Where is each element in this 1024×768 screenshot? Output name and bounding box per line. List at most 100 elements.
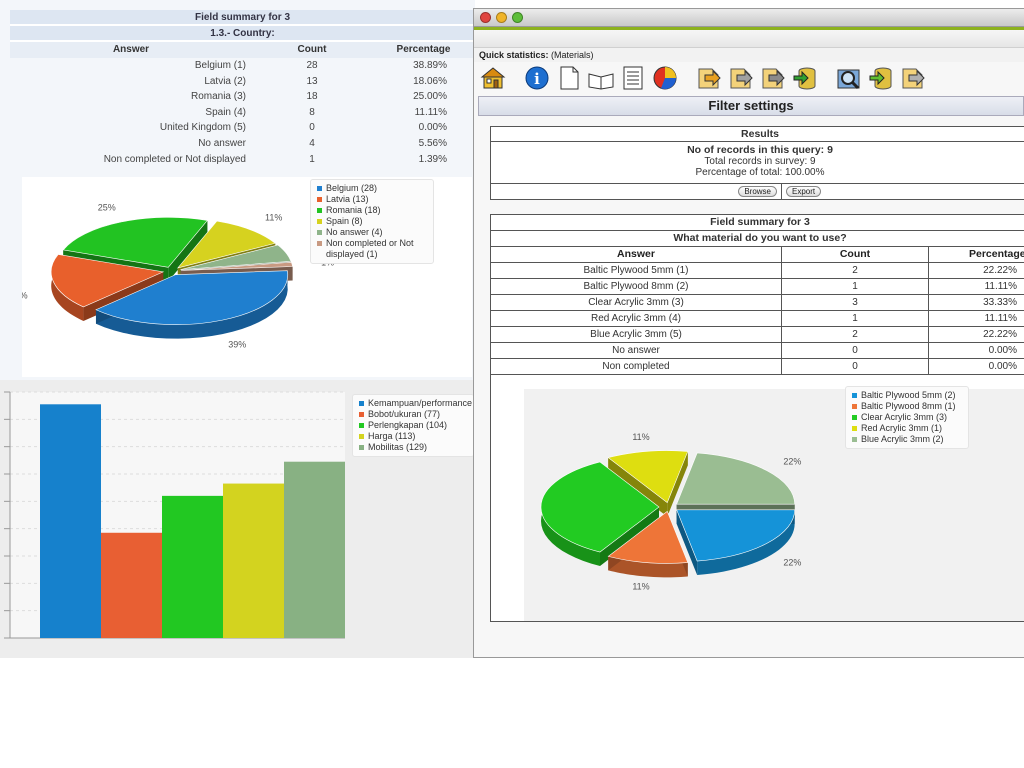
legend-swatch [852,415,857,420]
results-box: Results No of records in this query: 9 T… [490,126,1024,200]
legend-swatch [852,404,857,409]
pie-slice [676,452,795,505]
answer-cell: No answer [491,343,782,358]
table-row: No answer 4 5.56% [10,136,475,152]
legend-item: Belgium (28) [317,183,427,194]
pie-slice-label: 25% [98,202,116,212]
table-row: Clear Acrylic 3mm (3) 3 33.33% [491,295,1024,311]
table-row: Romania (3) 18 25.00% [10,89,475,105]
answer-cell: No answer [198,137,246,149]
count-cell: 28 [306,60,318,71]
table-row: Red Acrylic 3mm (4) 1 11.11% [491,311,1024,327]
pie-slice [95,270,289,325]
import-arrow-icon[interactable] [758,64,788,92]
summary-title: Field summary for 3 [10,10,475,26]
legend-swatch [359,412,364,417]
count-cell: 0 [782,343,929,358]
home-icon[interactable] [478,64,508,92]
percentage-of-total: Percentage of total: 100.00% [695,167,825,178]
bar [40,404,101,638]
accent-bar [474,27,1024,30]
zoom-window-button[interactable] [512,12,523,23]
svg-text:i: i [534,70,540,88]
legend-label: Blue Acrylic 3mm (2) [861,434,944,444]
table-row: Baltic Plywood 5mm (1) 2 22.22% [491,263,1024,279]
pie-slice-wall [168,220,208,282]
legend-swatch [359,401,364,406]
legend-swatch [317,197,322,202]
legend-label: Red Acrylic 3mm (1) [861,423,943,433]
window-toolbar [474,30,1024,48]
percentage-cell: 0.00% [988,361,1017,372]
browse-button[interactable]: Browse [738,186,777,197]
percentage-column-header: Percentage [969,248,1024,260]
statistics-window: Quick statistics: (Materials) i Filter s… [473,8,1024,658]
country-pie-legend: Belgium (28) Latvia (13) Romania (18) Spain… [310,179,434,264]
close-window-button[interactable] [480,12,491,23]
filter-settings-header[interactable]: Filter settings [478,96,1024,116]
pie-slice-label: 22% [783,557,801,567]
legend-label: Perlengkapan (104) [368,420,448,430]
magnify-icon[interactable] [834,64,864,92]
bar [223,483,284,638]
percentage-cell: 11.11% [984,313,1017,324]
minimize-window-button[interactable] [496,12,507,23]
legend-swatch [317,230,322,235]
table-row: Non completed 0 0.00% [491,359,1024,375]
legend-item: Harga (113) [359,431,468,442]
legend-label: Clear Acrylic 3mm (3) [861,412,948,422]
legend-item: Baltic Plywood 8mm (1) [852,401,962,412]
open-book-icon[interactable] [586,64,616,92]
percentage-cell: 18.06% [413,75,447,87]
answer-cell: Baltic Plywood 5mm (1) [491,263,782,278]
table-row: Baltic Plywood 8mm (2) 1 11.11% [491,279,1024,295]
forward-arrow-icon[interactable] [694,64,724,92]
table-header-row: Answer Count Percentage [10,42,475,58]
percentage-cell: 33.33% [983,297,1017,308]
pie-slice [180,244,292,270]
count-cell: 1 [309,153,315,165]
percentage-column-header: Percentage [396,44,451,55]
pie-slice [676,509,795,562]
legend-swatch [317,241,322,246]
database-green-arrow-icon[interactable] [866,64,896,92]
legend-item: Kemampuan/performance (171) [359,398,474,409]
quick-statistics-line: Quick statistics: (Materials) [474,48,1024,62]
legend-swatch [359,423,364,428]
percentage-cell: 22.22% [983,329,1017,340]
pie-slice [177,220,276,269]
bar [162,495,223,638]
answer-cell: Blue Acrylic 3mm (5) [491,327,782,342]
pie-slice [180,261,293,271]
legend-swatch [852,393,857,398]
percentage-cell: 11.11% [414,106,447,118]
pie-slice [607,450,689,504]
legend-swatch [359,445,364,450]
export-button[interactable]: Export [786,186,822,197]
legend-swatch [317,208,322,213]
bar [284,461,345,638]
field-summary-question: What material do you want to use? [491,231,1024,247]
table-row: Blue Acrylic 3mm (5) 2 22.22% [491,327,1024,343]
answer-cell: Non completed or Not displayed [103,153,246,165]
legend-label: Latvia (13) [326,194,369,204]
bar-chart-legend: Kemampuan/performance (171)Bobot/ukuran … [352,394,474,457]
count-cell: 1 [782,311,929,326]
pie-chart-icon[interactable] [650,64,680,92]
legend-item: Clear Acrylic 3mm (3) [852,412,962,423]
percentage-cell: 22.22% [983,265,1017,276]
table-row: No answer 0 0.00% [491,343,1024,359]
count-cell: 8 [309,106,315,118]
database-arrow-icon[interactable] [790,64,820,92]
pie-slice-rim [697,509,795,576]
export-arrow-icon[interactable] [726,64,756,92]
list-document-icon[interactable] [618,64,648,92]
results-actions: Browse Export [491,183,1024,199]
material-pie-legend: Baltic Plywood 5mm (2) Baltic Plywood 8mm… [845,386,969,449]
legend-item: Latvia (13) [317,194,427,205]
document-icon[interactable] [554,64,584,92]
count-cell: 4 [309,137,315,149]
info-icon[interactable]: i [522,64,552,92]
edit-arrow-icon[interactable] [898,64,928,92]
legend-item: Bobot/ukuran (77) [359,409,468,420]
